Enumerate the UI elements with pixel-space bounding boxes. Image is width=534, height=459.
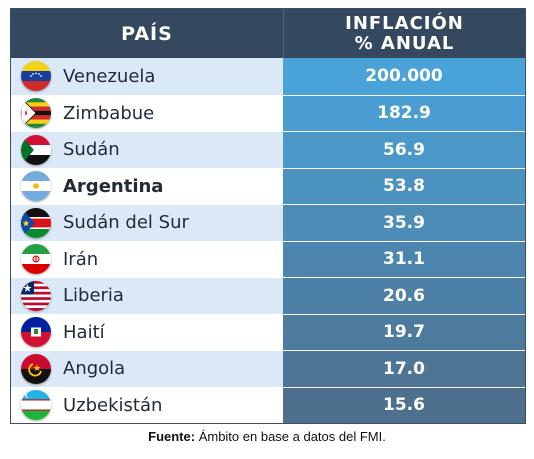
table-row: Uzbekistán 15.6 — [11, 386, 525, 423]
country-name: Liberia — [63, 285, 124, 307]
haiti-flag-icon — [21, 317, 51, 348]
source-footnote: Fuente: Ámbito en base a datos del FMI. — [0, 429, 534, 444]
table-row: Zimbabue 182.9 — [11, 94, 525, 131]
inflation-value: 53.8 — [283, 168, 525, 204]
table-row: Haití 19.7 — [11, 313, 525, 350]
country-cell: Haití — [11, 314, 283, 350]
venezuela-flag-icon — [21, 61, 51, 92]
country-name: Zimbabue — [63, 102, 155, 124]
angola-flag-icon — [21, 353, 51, 384]
country-name: Sudán — [63, 139, 120, 161]
country-name: Uzbekistán — [63, 394, 163, 416]
table-row: Liberia 20.6 — [11, 277, 525, 314]
header-country: PAÍS — [121, 22, 173, 45]
table-row: Venezuela 200.000 — [11, 58, 525, 95]
table-row: Argentina 53.8 — [11, 167, 525, 204]
argentina-flag-icon — [21, 171, 51, 202]
source-text: Ámbito en base a datos del FMI. — [195, 429, 386, 444]
table-row: Sudán del Sur 35.9 — [11, 204, 525, 241]
country-name: Haití — [63, 321, 105, 343]
inflation-value: 56.9 — [283, 132, 525, 168]
inflation-value: 35.9 — [283, 205, 525, 241]
uzbekistan-flag-icon — [21, 390, 51, 421]
country-cell: Venezuela — [11, 58, 283, 95]
country-cell: Zimbabue — [11, 95, 283, 131]
country-cell: Angola — [11, 351, 283, 387]
country-cell: Uzbekistán — [11, 387, 283, 423]
country-name: Argentina — [63, 175, 164, 197]
table-row: Irán 31.1 — [11, 240, 525, 277]
inflation-value: 31.1 — [283, 241, 525, 277]
liberia-flag-icon — [21, 280, 51, 311]
table-row: Sudán 56.9 — [11, 131, 525, 168]
header-inflation-line2: % ANUAL — [354, 32, 455, 54]
inflation-value: 19.7 — [283, 314, 525, 350]
country-cell: Argentina — [11, 168, 283, 204]
inflation-table: PAÍS INFLACIÓN % ANUAL Venezuela 200.000 Z… — [10, 8, 526, 424]
inflation-value: 20.6 — [283, 278, 525, 314]
source-label: Fuente: — [148, 429, 196, 444]
country-cell: Irán — [11, 241, 283, 277]
country-name: Irán — [63, 248, 99, 270]
south-sudan-flag-icon — [21, 207, 51, 238]
country-name: Sudán del Sur — [63, 212, 189, 234]
country-cell: Sudán del Sur — [11, 205, 283, 241]
country-cell: Sudán — [11, 132, 283, 168]
country-cell: Liberia — [11, 278, 283, 314]
table-header: PAÍS INFLACIÓN % ANUAL — [11, 9, 525, 58]
table-body: Venezuela 200.000 Zimbabue 182.9 Sudán 56.9 Ar… — [11, 58, 525, 423]
header-inflation: INFLACIÓN % ANUAL — [283, 9, 525, 58]
header-inflation-line1: INFLACIÓN — [345, 12, 464, 34]
zimbabwe-flag-icon — [21, 98, 51, 129]
inflation-value: 200.000 — [283, 58, 525, 95]
table-row: Angola 17.0 — [11, 350, 525, 387]
country-name: Venezuela — [63, 65, 156, 87]
iran-flag-icon — [21, 244, 51, 275]
country-name: Angola — [63, 358, 126, 380]
inflation-value: 17.0 — [283, 351, 525, 387]
inflation-value: 182.9 — [283, 95, 525, 131]
sudan-flag-icon — [21, 134, 51, 165]
inflation-value: 15.6 — [283, 387, 525, 423]
